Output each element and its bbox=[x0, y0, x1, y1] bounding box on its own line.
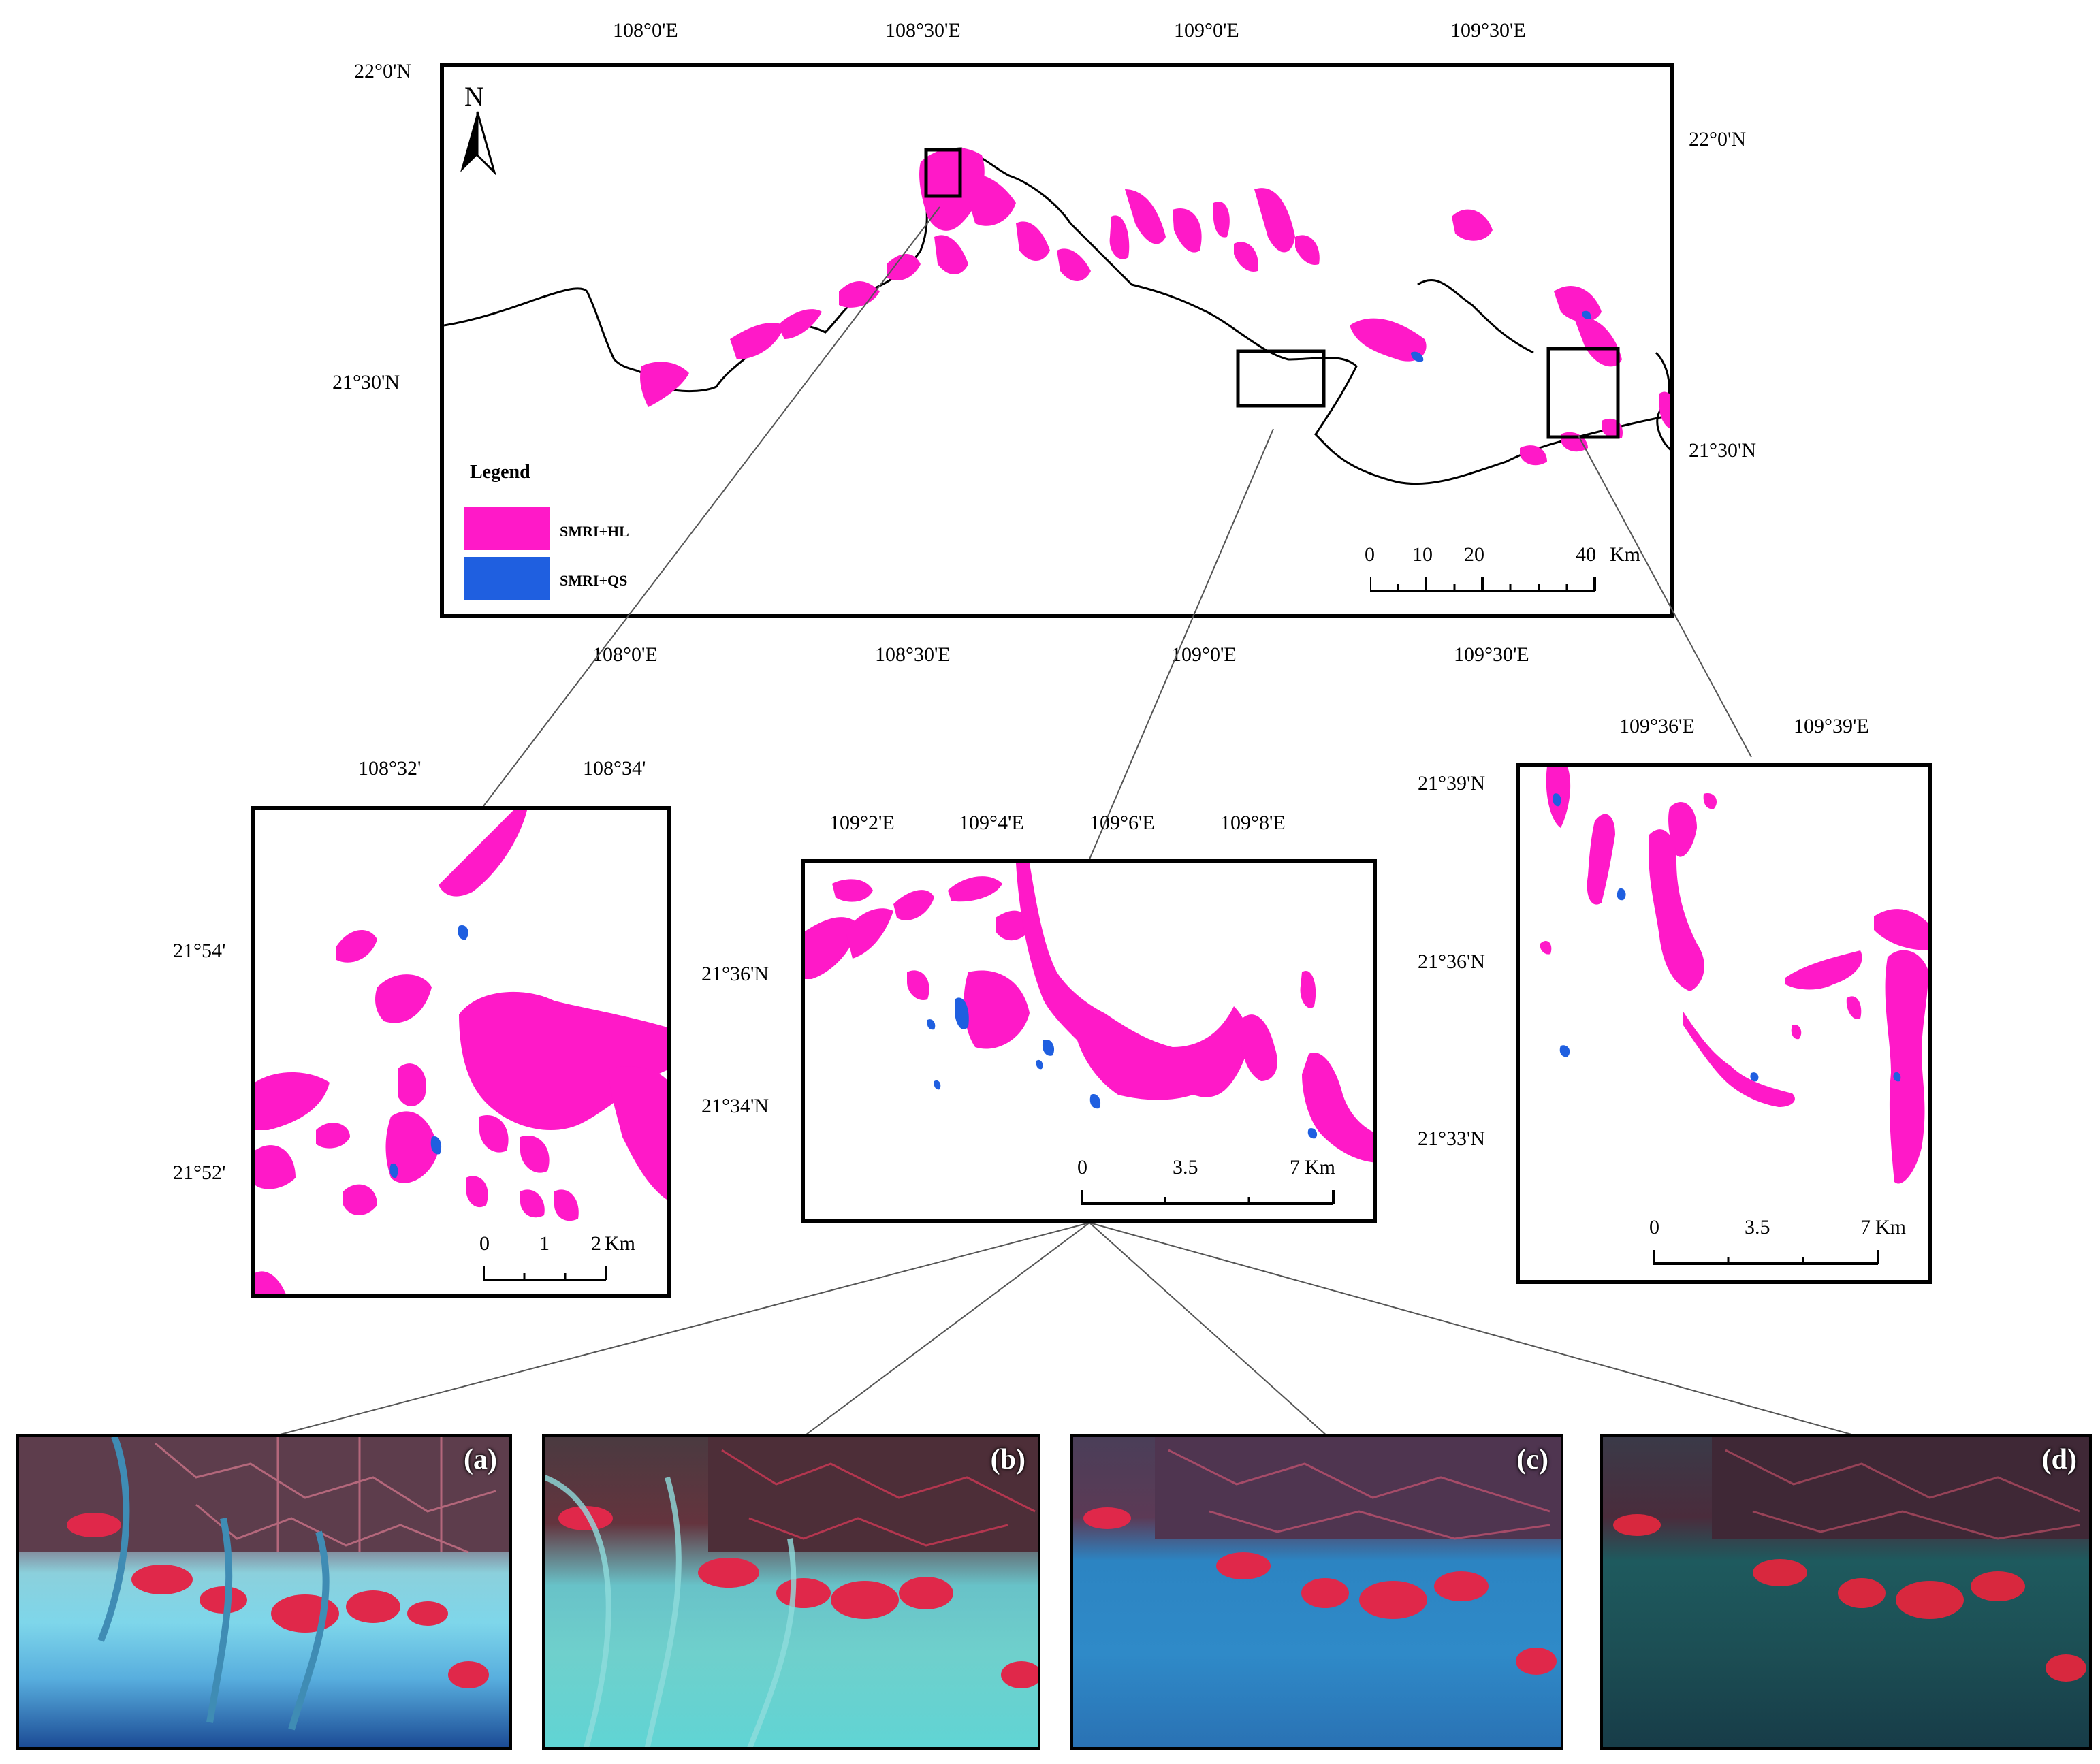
inset-left-scale-1: 1 bbox=[539, 1232, 550, 1255]
inset-right-map: 0 3.5 7 Km bbox=[1516, 763, 1932, 1284]
inset-box-middle bbox=[1236, 349, 1326, 408]
north-arrow: N bbox=[454, 80, 501, 176]
satellite-image-d-detail bbox=[1613, 1437, 2089, 1682]
top-lon-label-4: 109°30'E bbox=[1450, 19, 1526, 42]
inset-middle-scale-0: 0 bbox=[1077, 1156, 1087, 1178]
inset-left-scale-2: 2 bbox=[591, 1232, 601, 1255]
legend-swatch-qs bbox=[464, 557, 550, 600]
photo-label-a: (a) bbox=[464, 1444, 497, 1475]
inset-right-scale-unit: Km bbox=[1875, 1216, 1906, 1238]
inset-middle-lon-2: 109°4'E bbox=[959, 812, 1024, 834]
inset-right-scale-35: 3.5 bbox=[1745, 1216, 1770, 1238]
inset-middle-lon-3: 109°6'E bbox=[1089, 812, 1155, 834]
left-lat-label-2: 21°30'N bbox=[332, 371, 400, 394]
inset-box-left bbox=[924, 148, 962, 198]
inset-right-lon-2: 109°39'E bbox=[1794, 715, 1869, 737]
legend-title: Legend bbox=[470, 462, 530, 483]
inset-left-scale-unit: Km bbox=[605, 1232, 635, 1255]
legend-swatch-hl bbox=[464, 507, 550, 550]
inset-right-scale-bar: 0 3.5 7 Km bbox=[1642, 1216, 1928, 1270]
inset-left-scale-0: 0 bbox=[479, 1232, 490, 1255]
inset-left-lon-1: 108°32' bbox=[358, 757, 421, 780]
mangrove-patches-hl bbox=[640, 148, 1670, 466]
inset-left-map: 0 1 2 Km bbox=[251, 806, 671, 1298]
coastline bbox=[444, 147, 1670, 485]
inset-right-scale-0: 0 bbox=[1649, 1216, 1659, 1238]
photo-label-d: (d) bbox=[2041, 1444, 2077, 1475]
main-scale-label-10: 10 bbox=[1412, 543, 1433, 566]
inset-middle-scale-unit: Km bbox=[1305, 1156, 1335, 1178]
legend-label-qs: SMRI+QS bbox=[560, 572, 628, 589]
bottom-lon-label-2: 108°30'E bbox=[875, 643, 951, 666]
inset-left-scale-bar: 0 1 2 Km bbox=[473, 1232, 650, 1287]
satellite-image-a: (a) bbox=[16, 1434, 512, 1750]
main-scale-label-0: 0 bbox=[1365, 543, 1375, 566]
main-map: N Legend SMRI+HL SMRI+QS 0 10 20 40 Km bbox=[440, 63, 1674, 618]
inset-right-lon-1: 109°36'E bbox=[1619, 715, 1695, 737]
right-lat-label-1: 22°0'N bbox=[1689, 128, 1747, 150]
north-arrow-icon bbox=[460, 111, 496, 176]
satellite-image-c: (c) bbox=[1070, 1434, 1563, 1750]
legend-label-hl: SMRI+HL bbox=[560, 523, 629, 540]
main-scale-label-40: 40 bbox=[1576, 543, 1596, 566]
inset-right-scale-7: 7 bbox=[1860, 1216, 1871, 1238]
bottom-lon-label-4: 109°30'E bbox=[1454, 643, 1529, 666]
top-lon-label-3: 109°0'E bbox=[1174, 19, 1239, 42]
satellite-image-b: (b) bbox=[542, 1434, 1040, 1750]
inset-left-lon-2: 108°34' bbox=[583, 757, 646, 780]
inset-left-lat-2: 21°52' bbox=[173, 1161, 226, 1184]
main-scale-label-20: 20 bbox=[1464, 543, 1484, 566]
satellite-image-d: (d) bbox=[1600, 1434, 2092, 1750]
main-scale-bar: 0 10 20 40 Km bbox=[1363, 543, 1663, 598]
inset-right-lat-2: 21°36'N bbox=[1418, 950, 1486, 973]
inset-middle-scale-35: 3.5 bbox=[1173, 1156, 1198, 1178]
bottom-lon-label-1: 108°0'E bbox=[592, 643, 658, 666]
mangrove-patches-qs bbox=[1411, 310, 1591, 362]
inset-right-features bbox=[1540, 767, 1928, 1184]
photo-label-c: (c) bbox=[1516, 1444, 1548, 1475]
inset-middle-scale-7: 7 bbox=[1290, 1156, 1300, 1178]
inset-middle-lat-2: 21°34'N bbox=[701, 1095, 769, 1117]
inset-middle-lon-4: 109°8'E bbox=[1220, 812, 1286, 834]
bottom-lon-label-3: 109°0'E bbox=[1171, 643, 1237, 666]
inset-left-lat-1: 21°54' bbox=[173, 940, 226, 962]
inset-middle-map: 0 3.5 7 Km bbox=[801, 859, 1377, 1223]
left-lat-label-1: 22°0'N bbox=[354, 60, 412, 82]
satellite-image-b-detail bbox=[545, 1437, 1038, 1747]
inset-middle-lon-1: 109°2'E bbox=[829, 812, 895, 834]
inset-left-features bbox=[255, 810, 667, 1294]
inset-right-lat-1: 21°39'N bbox=[1418, 772, 1486, 795]
right-lat-label-2: 21°30'N bbox=[1689, 439, 1757, 462]
satellite-image-a-detail bbox=[19, 1437, 509, 1731]
inset-middle-features bbox=[805, 863, 1373, 1163]
photo-label-b: (b) bbox=[990, 1444, 1025, 1475]
inset-middle-lat-1: 21°36'N bbox=[701, 963, 769, 985]
inset-right-lat-3: 21°33'N bbox=[1418, 1127, 1486, 1150]
inset-middle-scale-bar: 0 3.5 7 Km bbox=[1070, 1156, 1370, 1210]
satellite-image-c-detail bbox=[1083, 1437, 1561, 1675]
north-arrow-letter: N bbox=[464, 81, 484, 112]
main-scale-unit: Km bbox=[1610, 543, 1640, 566]
top-lon-label-1: 108°0'E bbox=[613, 19, 678, 42]
top-lon-label-2: 108°30'E bbox=[885, 19, 961, 42]
